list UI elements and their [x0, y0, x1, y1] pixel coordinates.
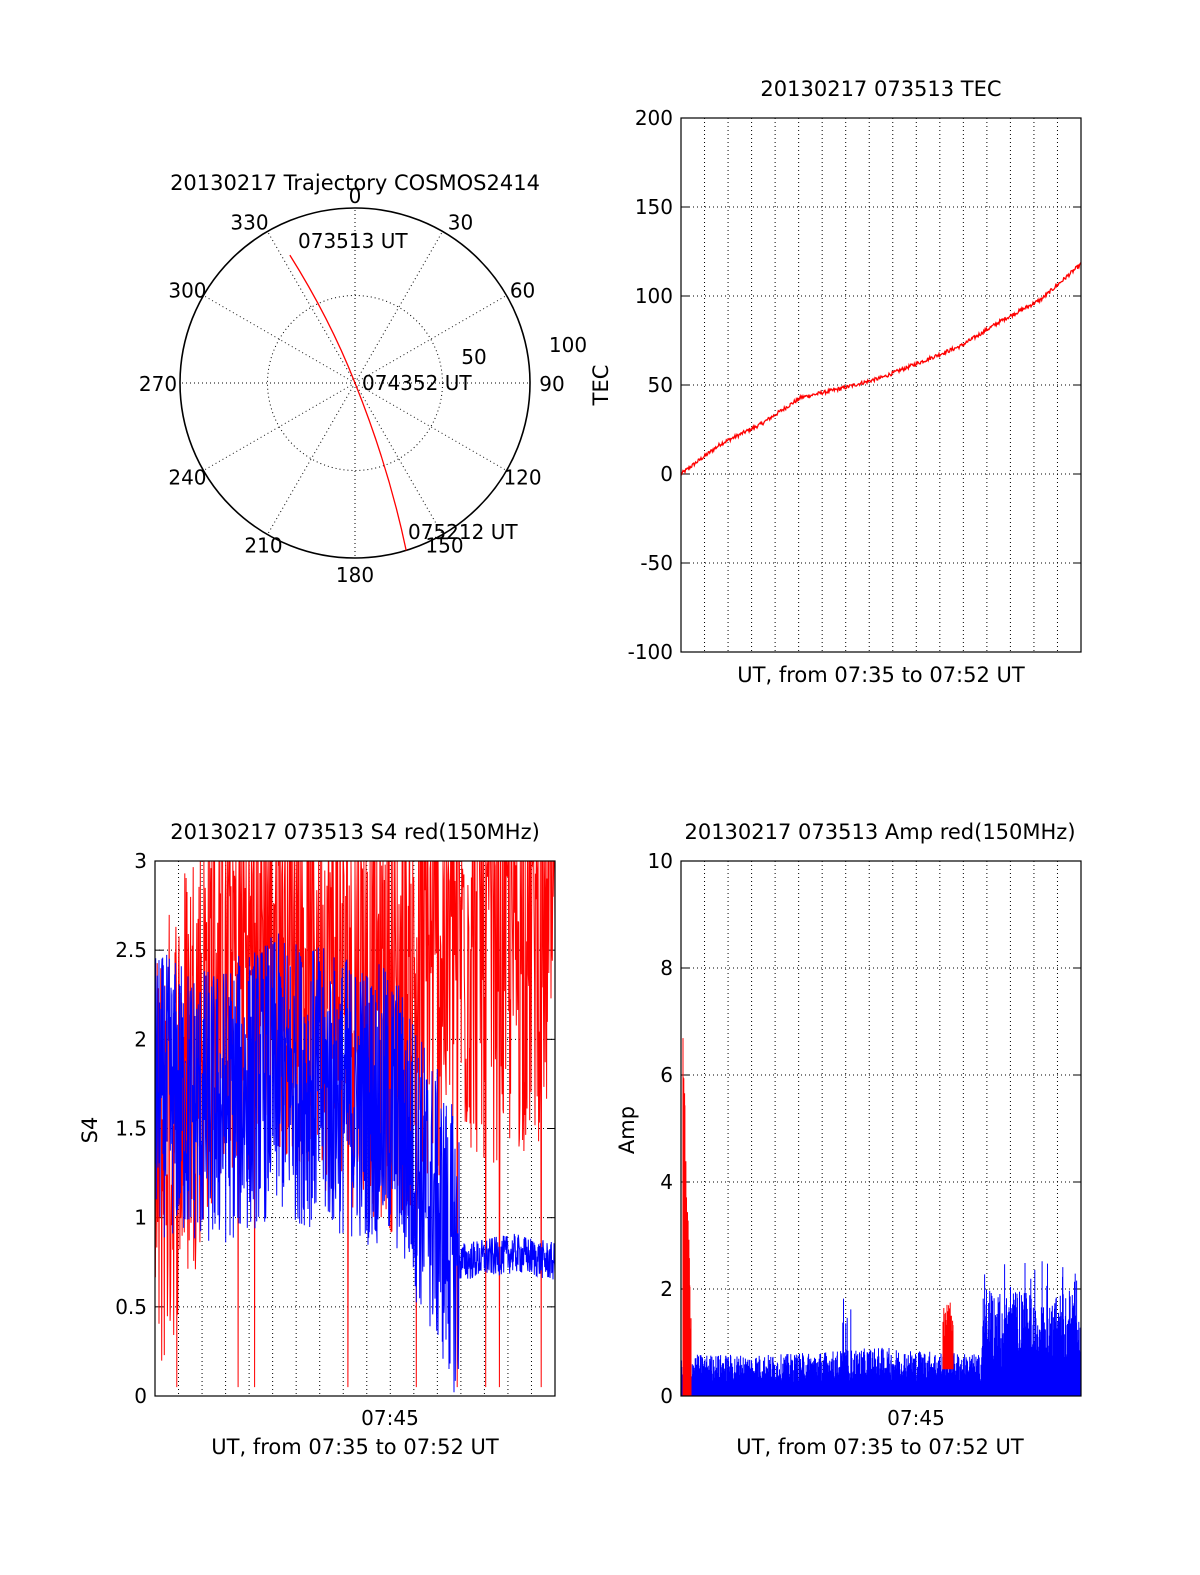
amp-ytick-label: 2: [660, 1277, 673, 1301]
amp-y-axis-label: Amp: [615, 1106, 639, 1154]
polar-azimuth-label-180: 180: [336, 563, 374, 587]
polar-azimuth-label-0: 0: [349, 184, 362, 208]
amp-ytick-label: 6: [660, 1063, 673, 1087]
polar-panel: 20130217 Trajectory COSMOS2414 0 30 60 90 12…: [139, 171, 587, 587]
s4-x-tick-0745: 07:45: [361, 1406, 419, 1430]
polar-azimuth-label-240: 240: [168, 466, 206, 490]
s4-ytick-label: 1.5: [115, 1117, 147, 1141]
amp-ytick-label: 10: [648, 849, 673, 873]
polar-elevation-label-50: 50: [461, 345, 486, 369]
polar-spoke-120: [354, 382, 507, 471]
amp-title: 20130217 073513 Amp red(150MHz): [684, 820, 1075, 844]
amp-series-secondary: [680, 1261, 1082, 1396]
amp-ytick-label: 4: [660, 1170, 673, 1194]
s4-title: 20130217 073513 S4 red(150MHz): [170, 820, 540, 844]
s4-ytick-label: 3: [134, 849, 147, 873]
s4-frame: [154, 860, 556, 1397]
trajectory-start-label: 073513 UT: [298, 229, 408, 253]
s4-y-axis-label: S4: [78, 1117, 102, 1144]
polar-outer-ring: [179, 207, 531, 559]
tec-y-tick-labels: -100 -50 0 50 100 150 200: [628, 106, 673, 664]
s4-series-secondary: [154, 933, 556, 1393]
trajectory-end-label: 075212 UT: [408, 520, 518, 544]
s4-panel: 20130217 073513 S4 red(150MHz) 0 0.5 1 1.5 2…: [78, 820, 556, 1459]
tec-series-line: [680, 262, 1082, 476]
polar-azimuth-label-150: 150: [425, 534, 463, 558]
polar-azimuth-label-300: 300: [168, 279, 206, 303]
polar-elevation-label-100: 100: [549, 333, 587, 357]
tec-x-axis-label: UT, from 07:35 to 07:52 UT: [737, 663, 1025, 687]
polar-spoke-60: [354, 295, 507, 384]
polar-azimuth-label-30: 30: [448, 210, 473, 234]
polar-spoke-330: [267, 231, 356, 384]
s4-ytick-label: 2: [134, 1027, 147, 1051]
tec-ytick-label: 50: [648, 373, 673, 397]
tec-ytick-label: 150: [635, 195, 673, 219]
amp-x-tick-0745: 07:45: [887, 1406, 945, 1430]
amp-ytick-label: 0: [660, 1384, 673, 1408]
polar-azimuth-label-330: 330: [230, 210, 268, 234]
tec-frame: [680, 117, 1082, 653]
polar-spoke-150: [354, 382, 443, 535]
tec-ytick-label: 0: [660, 462, 673, 486]
tec-grid: [681, 117, 1081, 653]
tec-panel: 20130217 073513 TEC -100-50050100150200 …: [589, 77, 1082, 687]
polar-azimuth-label-270: 270: [139, 372, 177, 396]
polar-title: 20130217 Trajectory COSMOS2414: [170, 171, 540, 195]
tec-ytick-label: 200: [635, 106, 673, 130]
polar-azimuth-label-90: 90: [539, 372, 564, 396]
amp-y-tick-labels: 0 2 4 6 8 10: [648, 849, 673, 1408]
polar-grid: [180, 208, 530, 558]
tec-y-axis-label: TEC: [589, 365, 613, 407]
amp-x-axis-label: UT, from 07:35 to 07:52 UT: [736, 1435, 1024, 1459]
trajectory-mid-label: 074352 UT: [362, 371, 472, 395]
tec-title: 20130217 073513 TEC: [760, 77, 1001, 101]
polar-azimuth-label-60: 60: [510, 279, 535, 303]
s4-ytick-label: 0.5: [115, 1295, 147, 1319]
polar-azimuth-label-120: 120: [503, 466, 541, 490]
polar-ring-50: [267, 295, 443, 471]
tec-ytick-label: -100: [628, 640, 673, 664]
polar-azimuth-labels: 0 30 60 90 120 150 180 210 240 270 300 330: [139, 184, 565, 587]
tec-ytick-label: -50: [640, 551, 673, 575]
trajectory-line: [289, 254, 407, 551]
amp-frame: [680, 860, 1082, 1397]
amp-ytick-label: 8: [660, 956, 673, 980]
polar-spoke-210: [267, 382, 356, 535]
s4-ytick-label: 1: [134, 1206, 147, 1230]
s4-y-tick-labels: 0 0.5 1 1.5 2 2.5 3: [115, 849, 147, 1408]
amp-series-primary: [682, 1038, 954, 1396]
amp-panel: 20130217 073513 Amp red(150MHz) 0246810 …: [615, 820, 1082, 1459]
polar-spoke-30: [354, 231, 443, 384]
tec-ytick-label: 100: [635, 284, 673, 308]
s4-ytick-label: 0: [134, 1384, 147, 1408]
s4-x-axis-label: UT, from 07:35 to 07:52 UT: [211, 1435, 499, 1459]
s4-ytick-label: 2.5: [115, 938, 147, 962]
polar-azimuth-label-210: 210: [244, 534, 282, 558]
